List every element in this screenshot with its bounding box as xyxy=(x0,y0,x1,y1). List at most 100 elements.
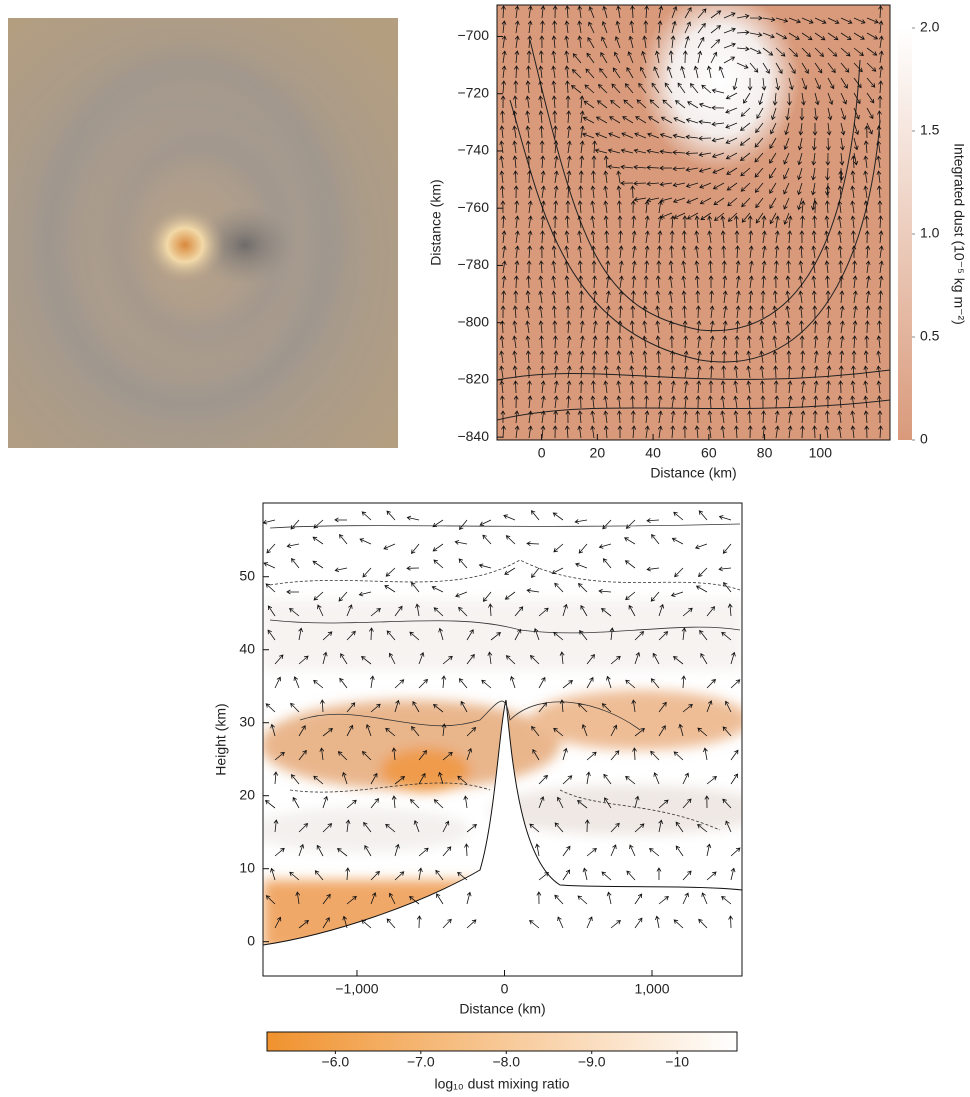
wind-vector xyxy=(533,627,540,641)
wind-vector xyxy=(754,167,764,178)
wind-vector xyxy=(595,132,608,139)
wind-vector xyxy=(813,395,819,409)
wind-vector xyxy=(825,152,831,166)
wind-vector xyxy=(698,152,712,157)
wind-vector xyxy=(605,320,611,334)
wind-vector xyxy=(316,844,324,857)
wind-vector xyxy=(432,543,444,552)
wind-vector xyxy=(435,869,444,881)
wind-vector xyxy=(553,200,559,214)
wind-vector xyxy=(627,51,634,64)
wind-vector xyxy=(586,771,591,785)
wind-vector xyxy=(787,425,793,439)
wind-vector xyxy=(722,543,732,554)
wind-vector xyxy=(682,892,689,905)
wind-vector xyxy=(559,651,565,665)
wind-vector xyxy=(526,365,532,379)
wind-vector xyxy=(878,260,884,274)
wind-vector xyxy=(695,395,701,409)
wind-vector xyxy=(441,723,447,737)
wind-vector xyxy=(577,702,588,713)
wind-vector xyxy=(878,80,884,94)
wind-vector xyxy=(746,365,752,379)
wind-vector xyxy=(644,200,650,214)
wind-vector xyxy=(566,365,572,379)
wind-vector xyxy=(747,305,753,319)
wind-vector xyxy=(579,320,585,334)
wind-vector xyxy=(590,230,596,244)
wind-vector xyxy=(772,305,778,319)
wind-vector xyxy=(540,215,546,229)
wind-vector xyxy=(566,110,572,124)
wind-vector xyxy=(644,410,650,424)
wind-vector xyxy=(564,35,570,49)
wind-vector xyxy=(722,798,732,809)
wind-vector xyxy=(697,22,706,34)
wind-vector xyxy=(418,847,429,857)
wind-vector xyxy=(659,165,673,171)
wind-vector xyxy=(670,410,676,424)
wind-vector xyxy=(761,410,766,424)
wind-vector xyxy=(707,425,713,439)
wind-vector xyxy=(650,678,660,689)
wind-vector xyxy=(698,167,712,173)
wind-vector xyxy=(481,679,492,689)
wind-vector xyxy=(313,679,324,689)
wind-vector xyxy=(683,410,688,424)
wind-vector xyxy=(762,32,775,39)
wind-vector xyxy=(409,631,420,641)
wind-vector xyxy=(658,896,669,905)
wind-vector xyxy=(811,245,817,259)
wind-vector xyxy=(603,365,609,379)
wind-vector xyxy=(754,152,764,163)
wind-vector xyxy=(651,533,660,545)
wind-vector xyxy=(709,290,715,304)
wind-vector xyxy=(577,425,583,439)
wind-vector xyxy=(553,350,559,364)
wind-vector xyxy=(769,137,777,150)
wind-vector xyxy=(670,395,676,409)
wind-vector xyxy=(788,62,796,75)
wind-vector xyxy=(579,155,585,169)
wind-vector xyxy=(712,167,725,174)
wind-vector xyxy=(618,260,624,274)
wind-vector xyxy=(748,230,754,244)
wind-vector xyxy=(586,676,594,689)
wind-vector xyxy=(838,260,844,274)
wind-vector xyxy=(797,182,803,196)
wind-vector xyxy=(658,603,665,617)
wind-vector xyxy=(322,823,333,833)
wind-vector xyxy=(853,107,860,120)
wind-vector xyxy=(624,537,636,545)
wind-vector xyxy=(711,152,725,159)
wind-vector xyxy=(877,305,883,319)
wind-vector xyxy=(551,260,557,274)
wind-vector xyxy=(551,245,557,259)
wind-vector xyxy=(552,512,564,521)
wind-vector xyxy=(824,425,830,439)
wind-vector xyxy=(590,410,596,424)
wind-vector xyxy=(370,892,377,905)
wind-vector xyxy=(604,797,612,809)
wind-vector xyxy=(837,215,843,229)
wind-vector xyxy=(740,167,751,177)
wind-vector xyxy=(588,21,595,34)
wind-vector xyxy=(586,916,593,929)
wind-vector xyxy=(598,588,612,594)
wind-vector xyxy=(501,425,506,439)
wind-vector xyxy=(683,350,689,364)
wind-vector xyxy=(749,15,763,21)
wind-vector xyxy=(566,350,572,364)
wind-vector xyxy=(696,380,702,394)
wind-vector xyxy=(673,511,684,521)
wind-vector xyxy=(682,50,688,64)
wind-vector xyxy=(773,365,779,379)
wind-vector xyxy=(788,17,801,24)
wind-vector xyxy=(850,170,856,184)
wind-vector xyxy=(801,17,814,24)
wind-vector xyxy=(554,822,564,833)
wind-vector xyxy=(618,275,624,289)
wind-vector xyxy=(510,675,516,689)
wind-vector xyxy=(565,410,571,424)
wind-vector xyxy=(386,630,396,641)
